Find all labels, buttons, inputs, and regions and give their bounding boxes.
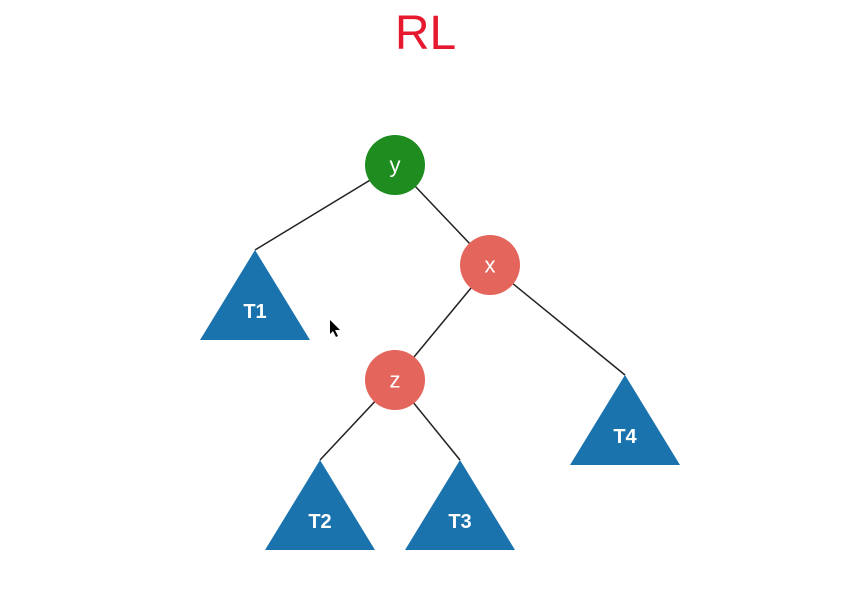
node-z: z xyxy=(365,350,425,410)
subtree-t1: T1 xyxy=(200,250,310,340)
subtree-label: T3 xyxy=(448,511,471,533)
subtree-t2: T2 xyxy=(265,460,375,550)
node-x: x xyxy=(460,235,520,295)
node-label: z xyxy=(390,368,401,393)
subtree-label: T1 xyxy=(243,301,266,323)
tree-diagram: T1 T2 T3 T4 y x z xyxy=(0,0,851,589)
node-label: x xyxy=(485,253,496,278)
subtree-t3: T3 xyxy=(405,460,515,550)
cursor-icon xyxy=(330,320,340,337)
node-y: y xyxy=(365,135,425,195)
subtree-label: T4 xyxy=(613,426,637,448)
subtree-label: T2 xyxy=(308,511,331,533)
subtree-t4: T4 xyxy=(570,375,680,465)
node-label: y xyxy=(390,153,401,178)
